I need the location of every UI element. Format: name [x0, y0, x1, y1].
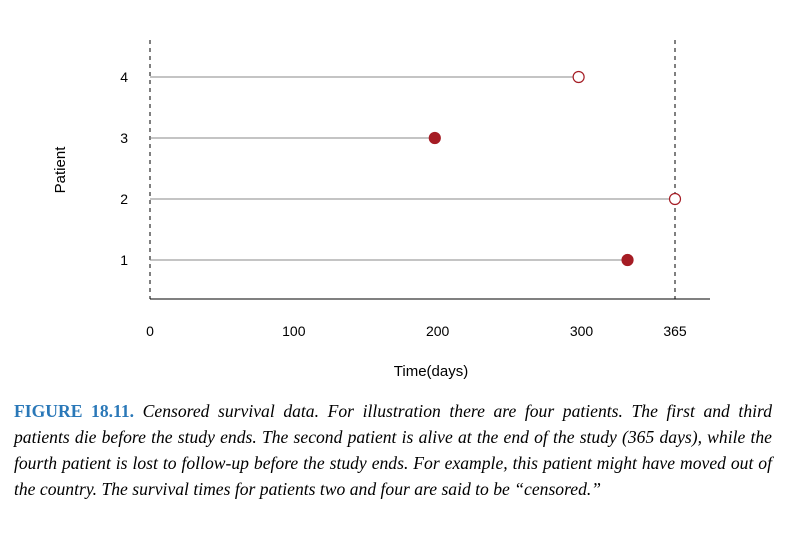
- y-tick-2: 2: [120, 191, 128, 207]
- reference-lines: [149, 40, 676, 299]
- x-tick-365: 365: [663, 323, 687, 339]
- x-axis-label: Time(days): [394, 363, 468, 380]
- y-tick-1: 1: [120, 252, 128, 268]
- patient-1-death-marker: [621, 253, 634, 267]
- y-tick-labels: 1 2 3 4: [120, 69, 128, 268]
- x-tick-300: 300: [570, 323, 594, 339]
- patient-4-censored-marker: [572, 70, 585, 84]
- x-tick-200: 200: [426, 323, 450, 339]
- x-tick-labels: 0 100 200 300 365: [146, 323, 687, 339]
- x-tick-0: 0: [146, 323, 154, 339]
- y-tick-4: 4: [120, 69, 128, 85]
- survival-chart: 0 100 200 300 365 1 2 3 4 Time(days) Patient: [52, 40, 710, 380]
- patient-series: [150, 70, 682, 267]
- y-tick-3: 3: [120, 130, 128, 146]
- caption-text: Censored survival data. For illustration…: [14, 401, 773, 499]
- figure-caption: FIGURE 18.11. Censored survival data. Fo…: [14, 398, 772, 502]
- y-axis-label: Patient: [52, 146, 69, 194]
- patient-2-censored-marker: [668, 192, 682, 206]
- figure-label: FIGURE 18.11.: [14, 401, 135, 421]
- patient-3-death-marker: [428, 131, 441, 145]
- x-tick-100: 100: [282, 323, 306, 339]
